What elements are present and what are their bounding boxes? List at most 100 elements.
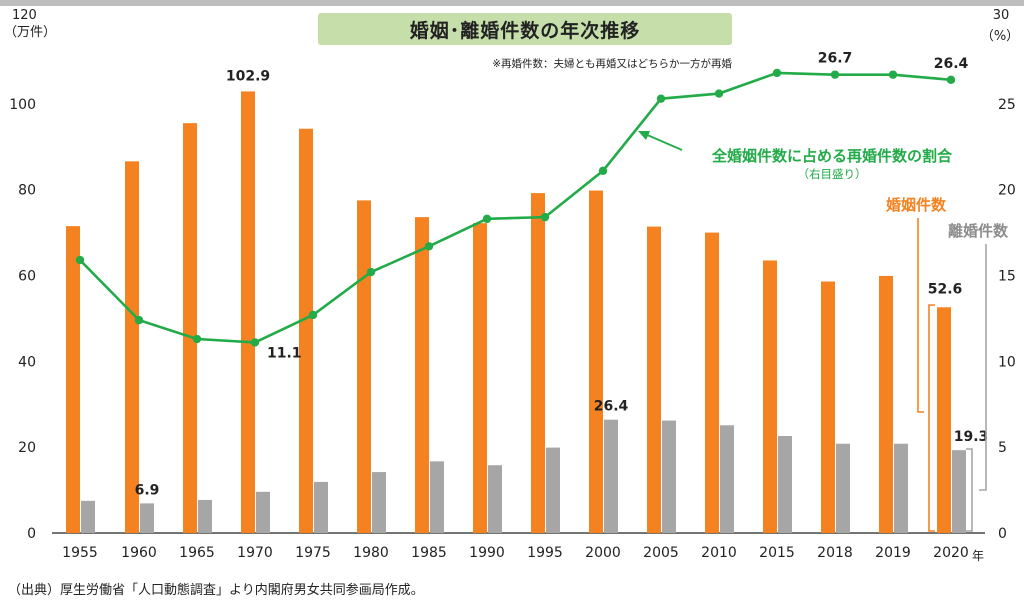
divorce-series-label: 離婚件数 — [948, 222, 1009, 240]
marriage-leader — [917, 218, 924, 413]
y-left-tick-label: 40 — [18, 354, 36, 370]
axes-layer: 120 （万件） 0 20 40 60 80 100 30 （%） 0 5 10 15 20 25 1955 19… — [4, 8, 1019, 563]
bar-divorce — [314, 481, 328, 533]
data-label-divorce: 6.9 — [135, 482, 160, 498]
x-tick-label: 2005 — [643, 545, 679, 561]
y-left-tick-label: 60 — [18, 269, 36, 285]
arrow-head-icon — [638, 131, 650, 140]
bar-marriage — [415, 217, 429, 533]
x-tick-label: 2019 — [875, 545, 911, 561]
x-tick-label: 1995 — [527, 545, 563, 561]
line-point-remarriage — [482, 214, 492, 224]
bar-marriage — [66, 226, 80, 534]
data-label-remarriage: 26.7 — [818, 51, 853, 67]
divorce-bracket — [966, 448, 973, 532]
marriage-series-label: 婚姻件数 — [886, 196, 947, 214]
y-left-tick-label: 80 — [18, 183, 36, 199]
line-point-remarriage — [250, 338, 260, 347]
y-right-unit-top: 30 — [993, 8, 1010, 23]
bar-divorce — [894, 443, 908, 533]
divorce-leader — [979, 244, 987, 491]
bar-marriage — [241, 91, 255, 533]
bar-divorce — [778, 436, 792, 533]
line-point-remarriage — [946, 75, 956, 85]
x-tick-label: 2020 — [933, 545, 969, 561]
bar-marriage — [299, 128, 313, 533]
bar-marriage — [589, 190, 603, 533]
y-right-tick-label: 20 — [998, 183, 1016, 199]
bar-marriage — [647, 226, 661, 533]
x-axis-unit: 年 — [972, 549, 984, 563]
bar-divorce — [140, 503, 154, 533]
bar-divorce — [546, 447, 560, 533]
line-point-remarriage — [540, 212, 550, 222]
bar-divorce — [662, 420, 676, 533]
bar-divorce — [372, 472, 386, 533]
line-point-remarriage — [598, 166, 608, 175]
x-tick-label: 1965 — [179, 545, 215, 561]
line-point-remarriage — [830, 70, 840, 79]
source-note: （出典）厚生労働省「人口動態調査」より内閣府男女共同参画局作成。 — [8, 583, 424, 598]
data-label-remarriage: 11.1 — [267, 345, 302, 361]
y-right-unit-label: （%） — [981, 29, 1019, 44]
line-point-remarriage — [308, 310, 318, 320]
labels-layer: 102.9 52.6 6.9 26.4 19.3 11.1 26.7 26.4 ※再婚件数：夫婦… — [135, 51, 1009, 532]
line-remarriage — [79, 71, 952, 344]
line-point-remarriage — [424, 242, 434, 251]
bar-divorce — [81, 500, 95, 533]
arrow-line — [644, 133, 683, 151]
y-left-unit-top: 120 — [12, 8, 37, 23]
data-label-divorce: 26.4 — [594, 399, 629, 415]
line-point-remarriage — [888, 70, 898, 79]
bar-marriage — [821, 281, 835, 533]
x-tick-label: 1990 — [469, 545, 505, 561]
x-tick-label: 1960 — [121, 545, 157, 561]
y-left-unit-label: （万件） — [4, 25, 56, 40]
bar-divorce — [952, 450, 966, 533]
x-tick-label: 2010 — [701, 545, 737, 561]
bar-divorce — [488, 465, 502, 533]
x-tick-label: 2015 — [759, 545, 795, 561]
line-point-remarriage — [192, 334, 202, 344]
x-tick-label: 1985 — [411, 545, 447, 561]
line-series-label: 全婚姻件数に占める再婚件数の割合 — [711, 147, 953, 165]
line-point-remarriage — [75, 255, 85, 265]
y-right-tick-label: 5 — [998, 440, 1007, 456]
bar-marriage — [763, 260, 777, 533]
chart-subtitle-note: ※再婚件数：夫婦とも再婚又はどちらか一方が再婚 — [492, 57, 732, 70]
y-right-tick-label: 15 — [998, 269, 1016, 285]
x-tick-label: 1955 — [62, 545, 98, 561]
bar-marriage — [531, 193, 545, 533]
bar-marriage — [937, 307, 951, 533]
bar-divorce — [430, 461, 444, 533]
chart-title: 婚姻･離婚件数の年次推移 — [318, 13, 732, 45]
data-label-remarriage: 26.4 — [934, 56, 969, 72]
y-left-tick-label: 100 — [9, 97, 36, 113]
line-point-remarriage — [772, 68, 782, 78]
y-right-tick-label: 10 — [998, 354, 1016, 370]
bar-marriage — [183, 123, 197, 533]
top-divider — [0, 0, 1024, 6]
bar-divorce — [604, 419, 618, 533]
y-right-tick-label: 0 — [998, 526, 1007, 542]
marriage-bracket — [928, 304, 935, 532]
y-left-tick-label: 0 — [27, 526, 36, 542]
y-left-tick-label: 20 — [18, 440, 36, 456]
bar-marriage — [473, 223, 487, 533]
data-label-marriage: 102.9 — [226, 68, 270, 84]
bar-divorce — [720, 425, 734, 533]
x-tick-label: 1970 — [237, 545, 273, 561]
bar-marriage — [705, 232, 719, 534]
bar-divorce — [198, 499, 212, 533]
line-layer — [75, 68, 956, 347]
data-label-marriage: 52.6 — [928, 281, 963, 297]
data-label-divorce: 19.3 — [954, 429, 989, 445]
line-series-sublabel: （右目盛り） — [798, 167, 867, 181]
x-tick-label: 1980 — [353, 545, 389, 561]
bar-marriage — [879, 275, 893, 533]
x-tick-label: 2018 — [817, 545, 853, 561]
bars-layer — [66, 91, 966, 534]
x-tick-label: 2000 — [585, 545, 621, 561]
y-right-tick-label: 25 — [998, 97, 1016, 113]
